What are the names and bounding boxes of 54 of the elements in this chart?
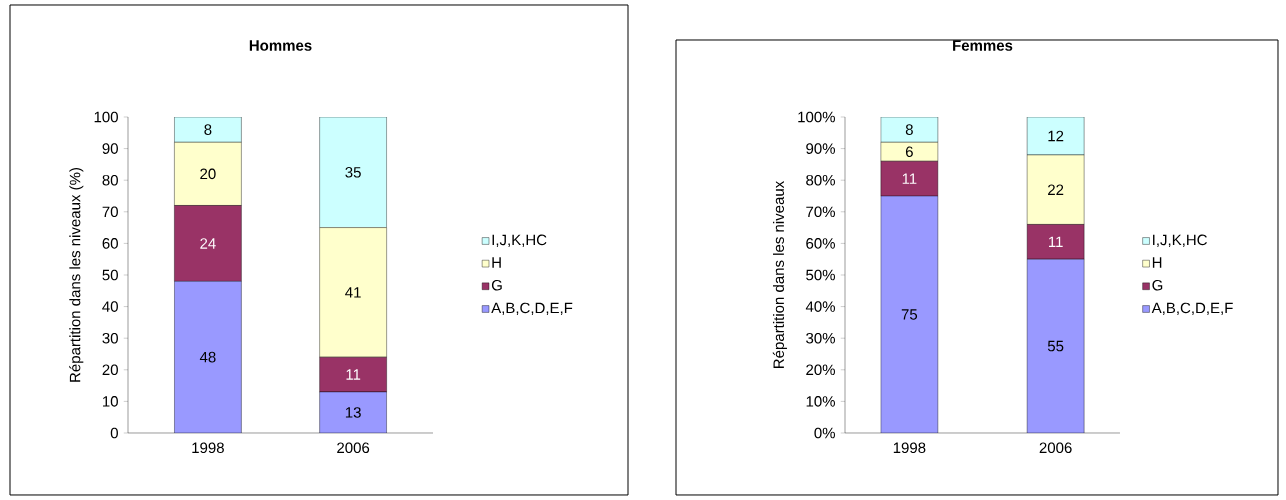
y-tick-label: 20: [102, 364, 118, 376]
data-label: 20: [200, 168, 216, 180]
y-tick-label: 10%: [806, 396, 835, 407]
y-tick-label: 30: [102, 332, 118, 344]
legend-label: I,J,K,HC: [1153, 234, 1207, 248]
chart-title: Hommes: [249, 40, 312, 51]
legend-label: G: [491, 279, 502, 291]
x-tick-label: 1998: [192, 442, 224, 454]
legend-label: G: [1152, 279, 1163, 291]
legend-label: H: [1152, 257, 1162, 268]
y-tick-label: 0%: [814, 427, 835, 439]
y-tick-label: 70: [102, 206, 118, 218]
y-tick-label: 100: [94, 111, 118, 123]
y-tick-label: 20%: [806, 364, 835, 376]
y-tick-label: 60%: [806, 238, 835, 249]
y-tick-label: 80%: [806, 174, 835, 186]
y-tick-label: 50%: [806, 269, 835, 281]
data-label: 11: [1049, 236, 1063, 247]
y-axis-title: Répartition dans les niveaux: [772, 180, 787, 368]
data-label: 22: [1048, 184, 1064, 195]
y-tick-label: 10: [103, 396, 118, 407]
y-tick-label: 70%: [806, 206, 835, 218]
data-label: 11: [902, 173, 917, 184]
x-tick-label: 2006: [337, 442, 370, 454]
data-label: 8: [905, 124, 913, 135]
x-tick-label: 1998: [893, 442, 926, 454]
y-tick-label: 50: [102, 269, 118, 281]
data-label: 55: [1047, 340, 1064, 352]
y-tick-label: 90%: [806, 143, 835, 154]
data-label: 35: [345, 166, 361, 178]
data-label: 6: [905, 146, 913, 158]
x-tick-label: 2006: [1039, 442, 1072, 454]
y-tick-label: 40: [102, 301, 118, 312]
data-label: 24: [200, 238, 216, 249]
data-label: 12: [1048, 130, 1064, 142]
legend-label: A,B,C,D,E,F: [1151, 302, 1233, 316]
y-tick-label: 30%: [806, 332, 835, 344]
legend-label: A,B,C,D,E,F: [491, 302, 573, 316]
legend-label: H: [492, 257, 501, 268]
legend-label: I,J,K,HC: [492, 234, 547, 248]
y-axis-title: Répartition dans les niveaux (%): [69, 168, 84, 382]
chart-title: Femmes: [953, 40, 1013, 51]
y-tick-label: 60: [102, 238, 118, 249]
data-label: 13: [345, 407, 361, 418]
y-tick-label: 100%: [798, 111, 835, 123]
data-label: 8: [204, 124, 212, 135]
data-label: 48: [199, 351, 216, 363]
y-tick-label: 80: [102, 174, 118, 186]
y-tick-label: 90: [102, 143, 118, 154]
y-tick-label: 0: [110, 427, 118, 439]
data-label: 75: [901, 309, 918, 320]
y-tick-label: 40%: [805, 301, 835, 312]
data-label: 11: [346, 369, 361, 380]
data-label: 41: [345, 287, 361, 298]
